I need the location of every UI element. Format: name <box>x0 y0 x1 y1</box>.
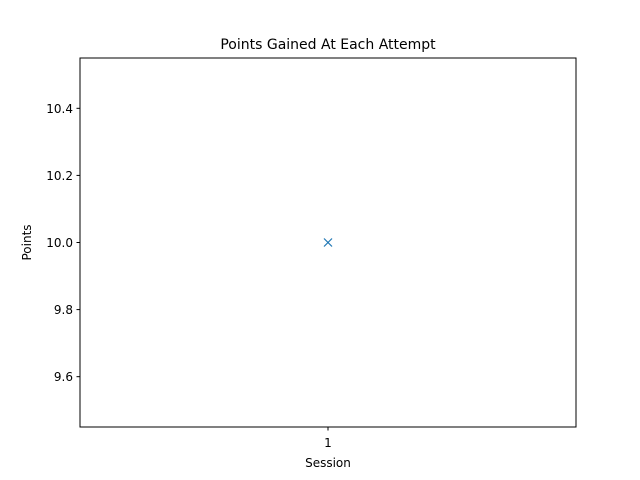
y-axis-label: Points <box>20 224 34 260</box>
x-axis-label: Session <box>305 456 351 470</box>
y-tick-label: 9.8 <box>54 303 73 317</box>
data-point <box>323 238 333 247</box>
data-series <box>323 238 333 247</box>
y-tick-label: 10.4 <box>46 102 73 116</box>
x-tick-label: 1 <box>324 436 332 450</box>
chart-title: Points Gained At Each Attempt <box>220 37 436 53</box>
y-tick-label: 10.2 <box>46 169 73 183</box>
y-tick-label: 10.0 <box>46 236 73 250</box>
y-axis: 9.6 9.8 10.0 10.2 10.4 <box>46 102 80 384</box>
x-axis: 1 <box>324 427 332 450</box>
y-tick-label: 9.6 <box>54 370 73 384</box>
